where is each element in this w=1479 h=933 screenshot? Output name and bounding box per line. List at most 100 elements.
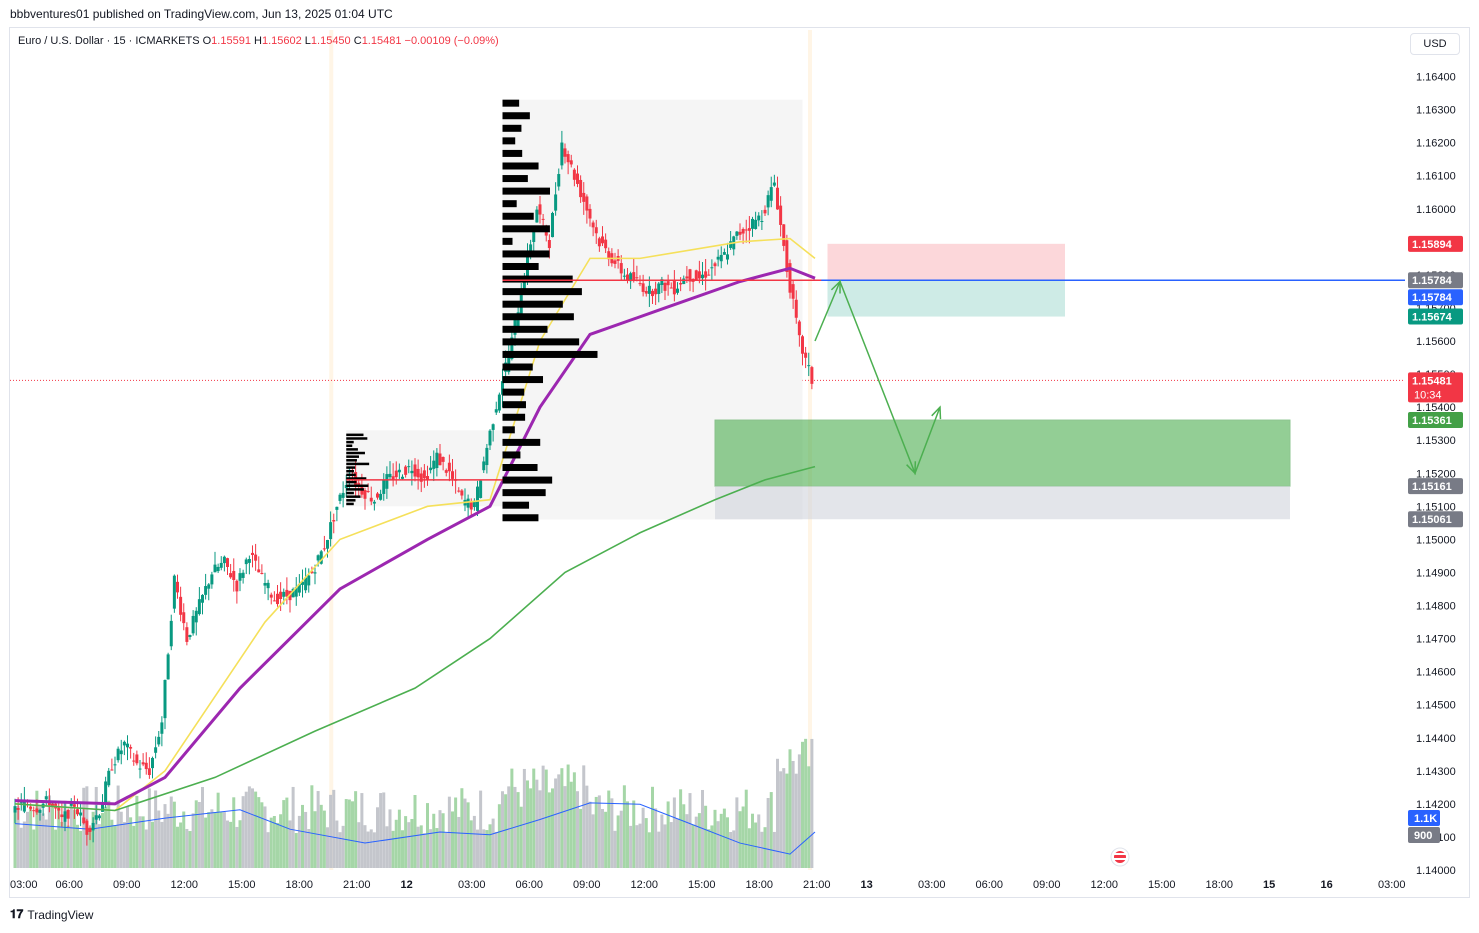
volume-bar xyxy=(460,788,464,868)
volume-bar xyxy=(710,825,714,868)
volume-bar xyxy=(338,832,342,868)
y-tick-label: 1.16300 xyxy=(1416,105,1456,117)
candle-body xyxy=(585,196,589,211)
volume-profile-bar xyxy=(502,313,574,321)
volume-profile-bar xyxy=(502,489,546,497)
candle-body xyxy=(229,573,233,578)
candle-body xyxy=(391,476,395,481)
candle-body xyxy=(635,277,639,279)
volume-bar xyxy=(613,830,617,868)
volume-bar xyxy=(638,823,642,868)
volume-bar xyxy=(554,778,558,868)
symbol-legend: Euro / U.S. Dollar · 15 · ICMARKETS O 1.1… xyxy=(18,35,499,47)
volume-bar xyxy=(766,798,770,868)
candle-body xyxy=(416,468,420,478)
volume-bar xyxy=(544,769,548,868)
volume-bar xyxy=(494,831,498,868)
candle-body xyxy=(579,179,583,198)
volume-tag xyxy=(1408,810,1440,826)
candle-body xyxy=(322,548,326,550)
open-label: O xyxy=(202,35,212,47)
volume-bar xyxy=(185,828,189,868)
volume-bar xyxy=(444,832,448,868)
volume-bar xyxy=(516,792,520,868)
currency-button[interactable]: USD xyxy=(1410,33,1460,55)
volume-bar xyxy=(369,829,373,868)
volume-bar xyxy=(366,831,370,868)
x-tick-label: 21:00 xyxy=(803,879,831,891)
volume-bar xyxy=(469,820,473,868)
candle-body xyxy=(469,501,473,510)
volume-profile-bar xyxy=(502,501,530,509)
candle-body xyxy=(113,764,117,766)
volume-bar xyxy=(729,832,733,868)
price-level-label: 1.15161 xyxy=(1412,481,1452,493)
volume-bar xyxy=(682,804,686,868)
price-level-tag xyxy=(1408,289,1463,306)
volume-bar xyxy=(176,826,179,868)
volume-bar xyxy=(182,811,186,868)
volume-bar xyxy=(44,819,48,868)
volume-bar xyxy=(607,790,611,868)
demand-zone-lower xyxy=(715,486,1290,520)
candle-body xyxy=(726,254,729,260)
candle-body xyxy=(641,283,645,292)
volume-bar xyxy=(104,806,108,868)
candle-body xyxy=(397,469,401,473)
candle-body xyxy=(66,809,70,819)
y-tick-label: 1.15100 xyxy=(1416,501,1456,513)
y-tick-label: 1.16200 xyxy=(1416,138,1456,150)
volume-bar xyxy=(110,819,114,868)
volume-bar xyxy=(301,804,304,868)
volume-bar xyxy=(332,789,336,868)
volume-bar xyxy=(407,822,411,868)
volume-bar xyxy=(157,810,161,868)
candle-body xyxy=(357,482,361,486)
volume-bar xyxy=(610,798,614,868)
candle-body xyxy=(688,269,692,282)
volume-profile-bar xyxy=(346,451,365,455)
candle-body xyxy=(29,806,33,809)
volume-bar xyxy=(47,795,51,868)
change-value: −0.00109 (−0.09%) xyxy=(404,35,499,47)
volume-bar xyxy=(154,790,158,868)
candle-body xyxy=(666,281,670,286)
candle-body xyxy=(32,810,36,812)
volume-bar xyxy=(657,831,661,868)
volume-bar xyxy=(226,820,229,868)
candle-body xyxy=(210,574,214,585)
volume-bar xyxy=(432,813,436,868)
volume-bar xyxy=(779,771,783,868)
volume-profile-bar xyxy=(346,502,354,506)
volume-bar xyxy=(29,808,33,868)
volume-bar xyxy=(694,816,698,868)
x-tick-label: 06:00 xyxy=(516,879,544,891)
volume-bar xyxy=(744,789,748,868)
price-level-label: 1.15674 xyxy=(1412,312,1453,324)
high-value: 1.15602 xyxy=(261,35,302,47)
volume-bar xyxy=(429,829,433,868)
symbol-name[interactable]: Euro / U.S. Dollar · 15 · ICMARKETS xyxy=(18,35,200,47)
volume-profile-bar xyxy=(502,388,525,396)
volume-bar xyxy=(54,829,58,868)
candle-body xyxy=(432,460,436,469)
volume-bar xyxy=(163,804,167,868)
volume-bar xyxy=(582,765,586,868)
price-level-label: 1.15061 xyxy=(1412,514,1452,526)
candle-body xyxy=(97,815,101,819)
candle-body xyxy=(613,260,617,264)
candle-body xyxy=(147,768,151,776)
candle-body xyxy=(151,757,154,769)
volume-bar xyxy=(107,800,111,868)
y-tick-label: 1.15600 xyxy=(1416,336,1456,348)
volume-bar xyxy=(216,792,220,868)
candle-body xyxy=(772,182,776,186)
volume-profile-bar xyxy=(346,469,354,473)
candle-body xyxy=(797,321,801,336)
price-level-tag xyxy=(1408,308,1463,325)
volume-bar xyxy=(763,827,767,868)
tradingview-logo[interactable]: 𝟏𝟕 TradingView xyxy=(10,907,93,922)
candle-body xyxy=(801,336,804,354)
candle-body xyxy=(238,573,242,581)
